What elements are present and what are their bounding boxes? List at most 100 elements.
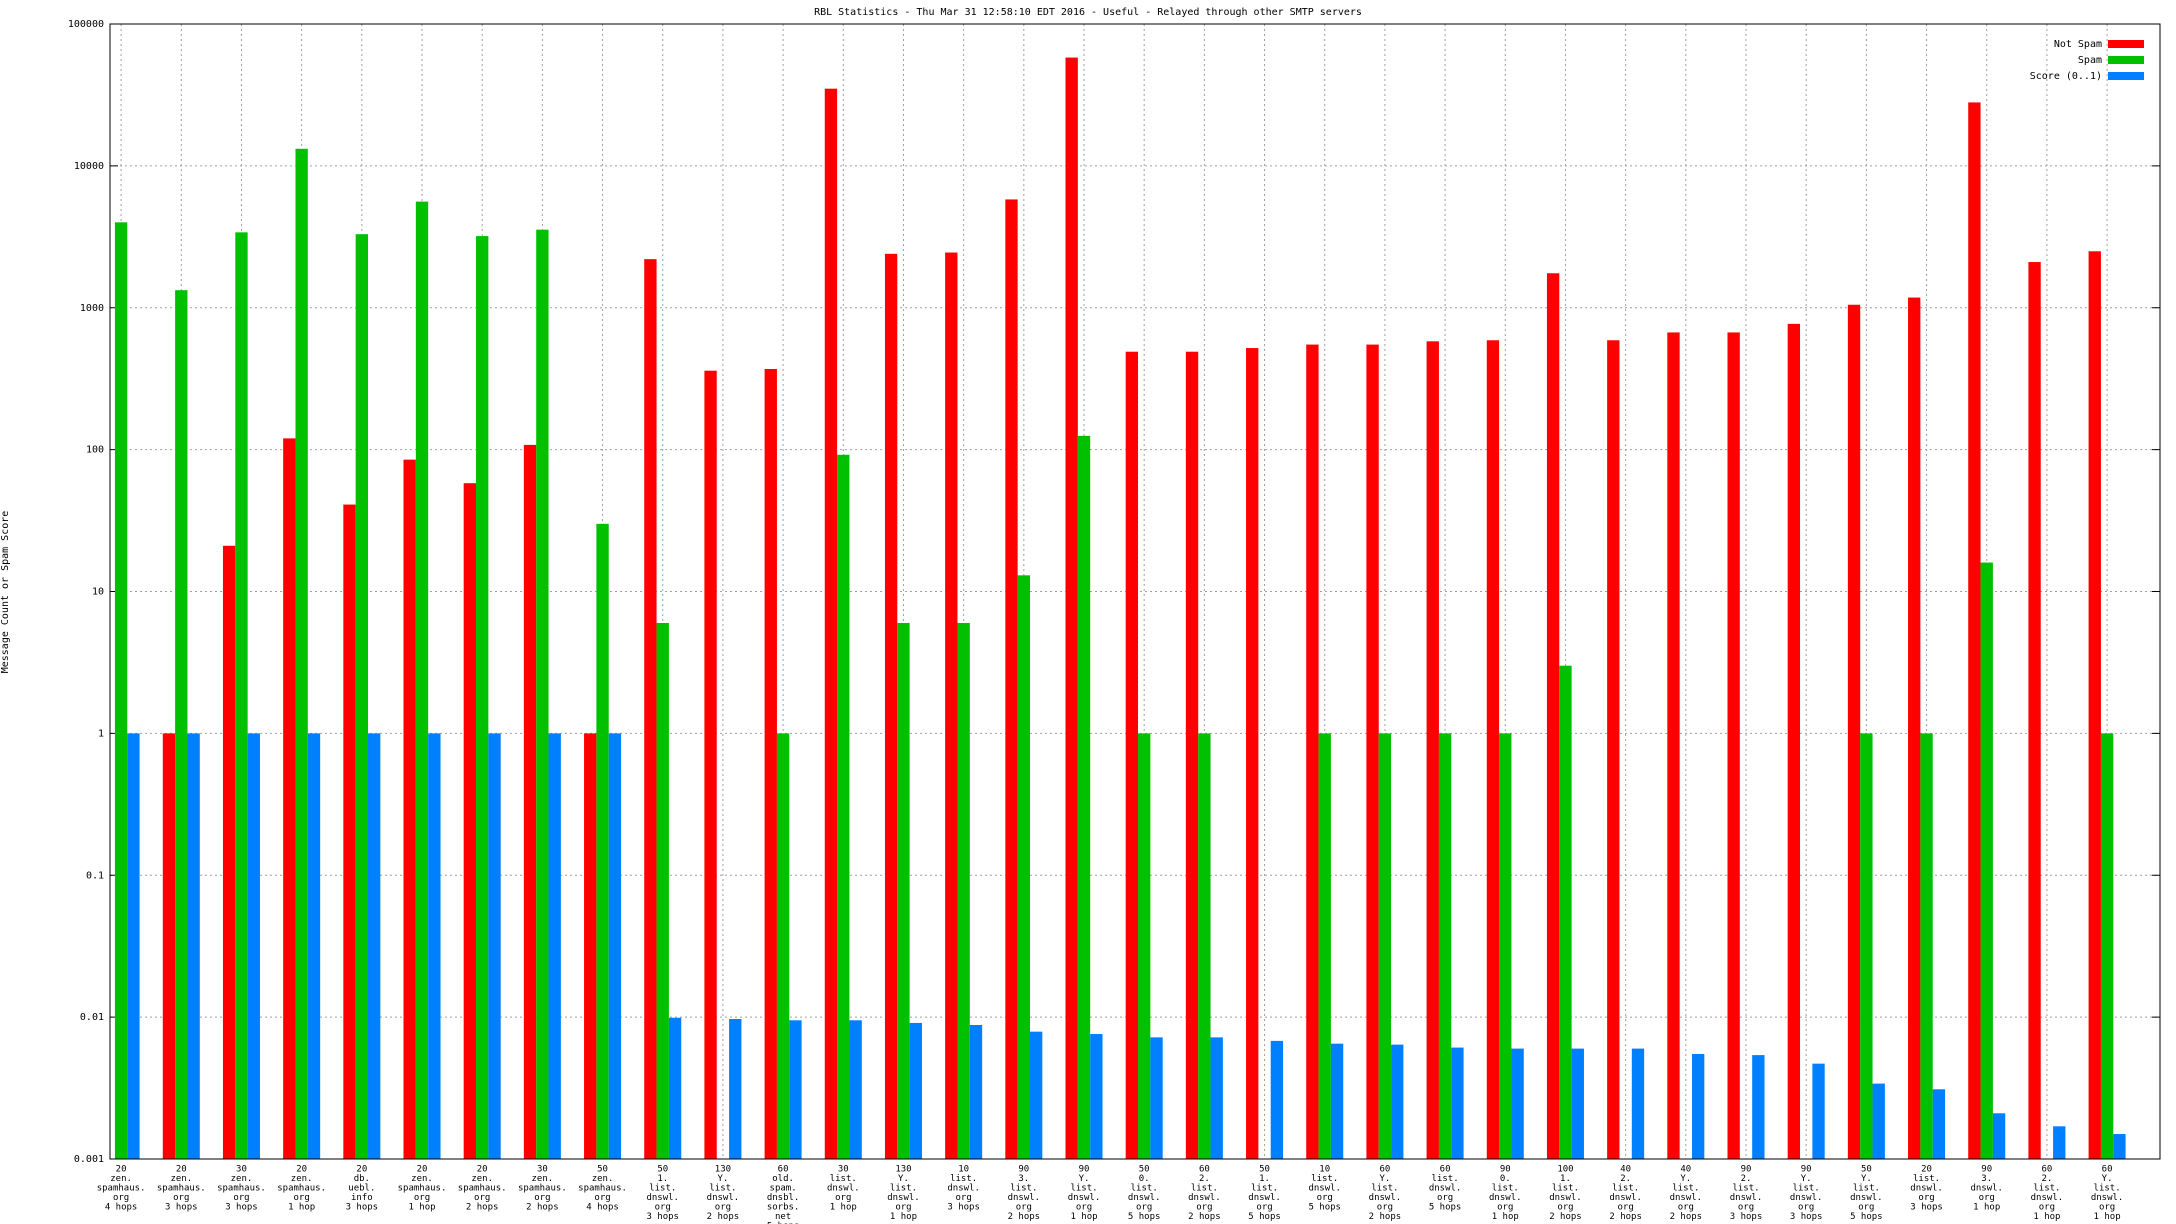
x-tick-label: sorbs. (767, 1203, 800, 1213)
x-tick-label: 2 hops (1670, 1212, 1703, 1222)
x-tick-label: list. (950, 1174, 977, 1184)
x-tick-label: Y. (1379, 1174, 1390, 1184)
x-tick-label: org (2039, 1203, 2055, 1213)
x-tick-label: 5 hops (1850, 1212, 1883, 1222)
bar (969, 1025, 983, 1159)
x-tick-label: 3 hops (646, 1212, 679, 1222)
x-tick-label: 1 hop (2033, 1212, 2060, 1222)
x-tick-label: zen. (471, 1174, 493, 1184)
x-tick-label: org (655, 1203, 671, 1213)
x-tick-label: 3 hops (225, 1203, 258, 1213)
bar (428, 733, 441, 1159)
plot-frame (109, 23, 2161, 1160)
x-tick-label: 90 (1981, 1165, 1992, 1175)
x-tick-label: org (835, 1193, 851, 1203)
x-tick-label: net (775, 1212, 791, 1222)
bar (1727, 332, 1740, 1159)
y-tick-label: 0.01 (80, 1012, 104, 1023)
bar (222, 545, 236, 1159)
bar (776, 733, 790, 1159)
bar (1366, 344, 1379, 1159)
x-tick-label: 50 (1139, 1165, 1150, 1175)
bar (1198, 733, 1211, 1159)
x-tick-label: org (895, 1203, 911, 1213)
x-tick-label: 20 (1921, 1165, 1932, 1175)
x-tick-label: 20 (296, 1165, 307, 1175)
bar (1426, 341, 1439, 1159)
bar (355, 234, 368, 1159)
x-tick-label: list. (1251, 1184, 1278, 1194)
x-tick-label: info (351, 1193, 373, 1203)
bar (1992, 1113, 2006, 1159)
x-tick-label: 100 (1557, 1165, 1573, 1175)
x-tick-label: list. (1612, 1184, 1639, 1194)
x-tick-label: spamhaus. (398, 1184, 447, 1194)
bar (668, 1017, 682, 1159)
x-tick-label: db. (354, 1174, 370, 1184)
x-tick-label: org (1618, 1203, 1634, 1213)
bar (957, 622, 970, 1159)
bar (1210, 1037, 1223, 1159)
x-tick-label: 2 hops (1609, 1212, 1642, 1222)
x-tick-label: zen. (231, 1174, 253, 1184)
x-tick-label: org (233, 1193, 249, 1203)
x-tick-label: 50 (657, 1165, 668, 1175)
x-tick-label: list. (1913, 1174, 1940, 1184)
x-tick-label: 20 (116, 1165, 127, 1175)
x-tick-label: 1 hop (2094, 1212, 2121, 1222)
x-tick-label: org (1497, 1203, 1513, 1213)
legend-swatch (2108, 56, 2144, 64)
x-tick-label: list. (1432, 1174, 1459, 1184)
x-tick-label: 3 hops (947, 1203, 980, 1213)
x-tick-label: dnswl. (1730, 1193, 1763, 1203)
x-tick-label: list. (1552, 1184, 1579, 1194)
bar (548, 733, 561, 1159)
x-tick-label: Y. (2102, 1174, 2113, 1184)
bar (1246, 348, 1259, 1160)
x-tick-label: zen. (291, 1174, 313, 1184)
x-tick-label: dnswl. (1489, 1193, 1522, 1203)
x-tick-label: 50 (1259, 1165, 1270, 1175)
x-tick-label: 30 (236, 1165, 247, 1175)
bar (1980, 562, 1993, 1159)
bar (704, 370, 717, 1159)
x-tick-label: 60 (2041, 1165, 2052, 1175)
x-tick-label: old. (772, 1174, 794, 1184)
bar (367, 733, 381, 1159)
x-tick-label: dnsbl. (767, 1193, 800, 1203)
bar (1378, 733, 1392, 1159)
bar (729, 1019, 742, 1159)
bar (1691, 1053, 1705, 1159)
x-tick-label: org (1678, 1203, 1694, 1213)
x-tick-label: list. (1371, 1184, 1398, 1194)
x-tick-label: 60 (2102, 1165, 2113, 1175)
x-tick-label: 30 (537, 1165, 548, 1175)
x-tick-label: org (1557, 1203, 1573, 1213)
x-tick-label: dnswl. (1008, 1193, 1041, 1203)
x-tick-label: Y. (717, 1174, 728, 1184)
x-tick-label: org (1377, 1203, 1393, 1213)
x-tick-label: 2 hops (1188, 1212, 1221, 1222)
x-tick-label: 60 (778, 1165, 789, 1175)
bar (536, 229, 549, 1160)
y-axis-label: Message Count or Spam Score (0, 511, 11, 674)
x-tick-label: 60 (1199, 1165, 1210, 1175)
x-tick-label: 5 hops (767, 1222, 800, 1224)
x-tick-label: org (2099, 1203, 2115, 1213)
x-tick-label: 10 (1319, 1165, 1330, 1175)
y-tick-label: 10000 (74, 161, 104, 172)
x-tick-label: org (1136, 1203, 1152, 1213)
x-tick-label: dnswl. (2031, 1193, 2064, 1203)
x-tick-label: 3. (1018, 1174, 1029, 1184)
x-tick-label: spam. (770, 1184, 797, 1194)
x-tick-label: 2 hops (466, 1203, 499, 1213)
x-tick-label: list. (1793, 1184, 1820, 1194)
x-tick-label: 2. (1199, 1174, 1210, 1184)
x-tick-label: org (173, 1193, 189, 1203)
x-tick-label: org (1798, 1203, 1814, 1213)
bar (1150, 1037, 1163, 1159)
x-tick-label: 5 hops (1308, 1203, 1341, 1213)
x-tick-label: list. (1853, 1184, 1880, 1194)
x-tick-label: dnswl. (707, 1193, 740, 1203)
